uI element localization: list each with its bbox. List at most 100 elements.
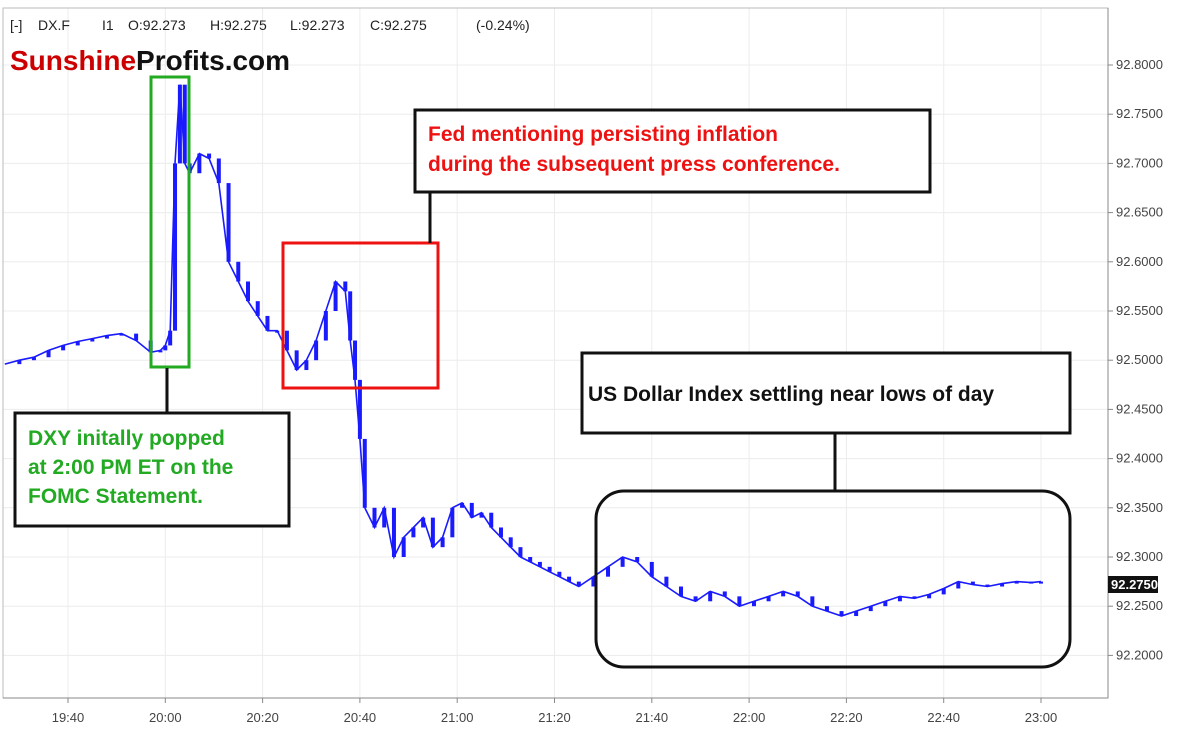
price-bar: [489, 512, 494, 528]
last-price-tag: [1108, 576, 1158, 593]
y-tick-label: 92.4500: [1116, 401, 1163, 416]
logo-part-sunshine: Sunshine: [10, 45, 136, 76]
price-bar: [620, 557, 625, 567]
price-bar: [177, 84, 182, 164]
price-bar: [163, 345, 168, 351]
price-bar: [868, 606, 873, 612]
price-bar: [795, 591, 800, 597]
red-highlight-box: [281, 241, 440, 390]
price-bar: [343, 281, 348, 292]
x-tick-label: 21:20: [538, 710, 571, 725]
price-bar: [314, 340, 319, 361]
price-bar: [134, 333, 139, 341]
open-value: O:92.273: [128, 17, 186, 33]
price-bar: [460, 502, 465, 508]
price-axis: 92.2000 92.2500 92.3000 92.3500 92.4000 92.45…: [1108, 57, 1163, 662]
price-bar: [1039, 581, 1043, 584]
price-bar: [348, 291, 353, 341]
price-bar: [391, 507, 396, 557]
price-bar: [576, 581, 581, 587]
y-tick-label: 92.8000: [1116, 57, 1163, 72]
price-series: [4, 84, 1043, 617]
price-bar: [284, 330, 289, 351]
red-annotation-box: [413, 108, 932, 194]
price-bar: [119, 333, 124, 336]
price-bar: [323, 311, 328, 341]
price-bar: [693, 596, 698, 602]
price-bar: [678, 586, 683, 597]
price-bar: [207, 153, 212, 159]
price-bar: [649, 561, 654, 577]
y-tick-label: 92.2500: [1116, 598, 1163, 613]
price-bar: [956, 581, 961, 589]
price-bar: [333, 281, 338, 311]
x-tick-label: 22:20: [830, 710, 863, 725]
green-highlight-box: [149, 75, 191, 369]
y-tick-label: 92.2000: [1116, 647, 1163, 662]
y-tick-label: 92.7500: [1116, 106, 1163, 121]
price-bar: [46, 350, 51, 358]
price-bar: [357, 379, 362, 439]
black-annotation-line-1: US Dollar Index settling near lows of da…: [588, 383, 994, 406]
last-price-label: 92.2750: [1111, 577, 1158, 592]
red-annotation-line-1: Fed mentioning persisting inflation: [428, 123, 778, 146]
price-bar: [236, 261, 241, 282]
y-tick-label: 92.5500: [1116, 303, 1163, 318]
price-bar: [1000, 583, 1005, 587]
y-tick-label: 92.6000: [1116, 254, 1163, 269]
price-bar: [547, 566, 552, 572]
price-bar: [440, 537, 445, 548]
price-bar: [737, 596, 742, 607]
price-bar: [1014, 581, 1019, 584]
price-bar: [372, 507, 377, 528]
price-bar: [664, 576, 669, 587]
price-bar: [265, 315, 270, 331]
price-bar: [824, 606, 829, 612]
x-tick-label: 20:20: [246, 710, 279, 725]
collapse-toggle[interactable]: [-]: [10, 17, 22, 33]
logo-part-profits: Profits.com: [136, 45, 290, 76]
price-bar: [567, 576, 572, 582]
price-bar: [216, 158, 221, 184]
price-bar: [158, 350, 163, 353]
price-bar: [31, 357, 36, 361]
price-bar: [421, 517, 426, 528]
x-tick-label: 20:00: [149, 710, 182, 725]
price-bar: [927, 594, 932, 599]
x-tick-label: 22:40: [927, 710, 960, 725]
settling-highlight-box: [594, 489, 1072, 669]
symbol-label: DX.F: [38, 17, 70, 33]
green-annotation-line-1: DXY initally popped: [28, 427, 225, 450]
price-bar: [90, 338, 95, 342]
price-bar: [275, 330, 280, 333]
y-tick-label: 92.5000: [1116, 352, 1163, 367]
price-bar: [722, 591, 727, 597]
y-tick-label: 92.7000: [1116, 155, 1163, 170]
x-tick-label: 21:40: [636, 710, 669, 725]
price-bar: [294, 350, 299, 371]
x-tick-label: 19:40: [52, 710, 85, 725]
red-annotation-line-2: during the subsequent press conference.: [428, 153, 840, 176]
y-tick-label: 92.3000: [1116, 549, 1163, 564]
price-bar: [912, 596, 917, 599]
price-bar: [255, 301, 260, 316]
price-bar: [173, 163, 178, 331]
price-bar: [362, 438, 367, 508]
price-bar: [17, 360, 22, 365]
price-bar: [197, 153, 202, 174]
price-bar: [854, 611, 859, 617]
black-annotation-box: [580, 351, 1072, 435]
price-bar: [104, 335, 109, 339]
price-bar: [766, 596, 771, 602]
price-bar: [353, 340, 358, 380]
y-tick-label: 92.4000: [1116, 451, 1163, 466]
price-bar: [751, 601, 756, 607]
price-bar: [411, 527, 416, 538]
price-bar: [1029, 581, 1034, 584]
price-bar: [810, 596, 815, 607]
price-bar: [508, 537, 513, 548]
y-tick-label: 92.6500: [1116, 205, 1163, 220]
price-bar: [382, 507, 387, 528]
price-bar: [469, 502, 474, 518]
